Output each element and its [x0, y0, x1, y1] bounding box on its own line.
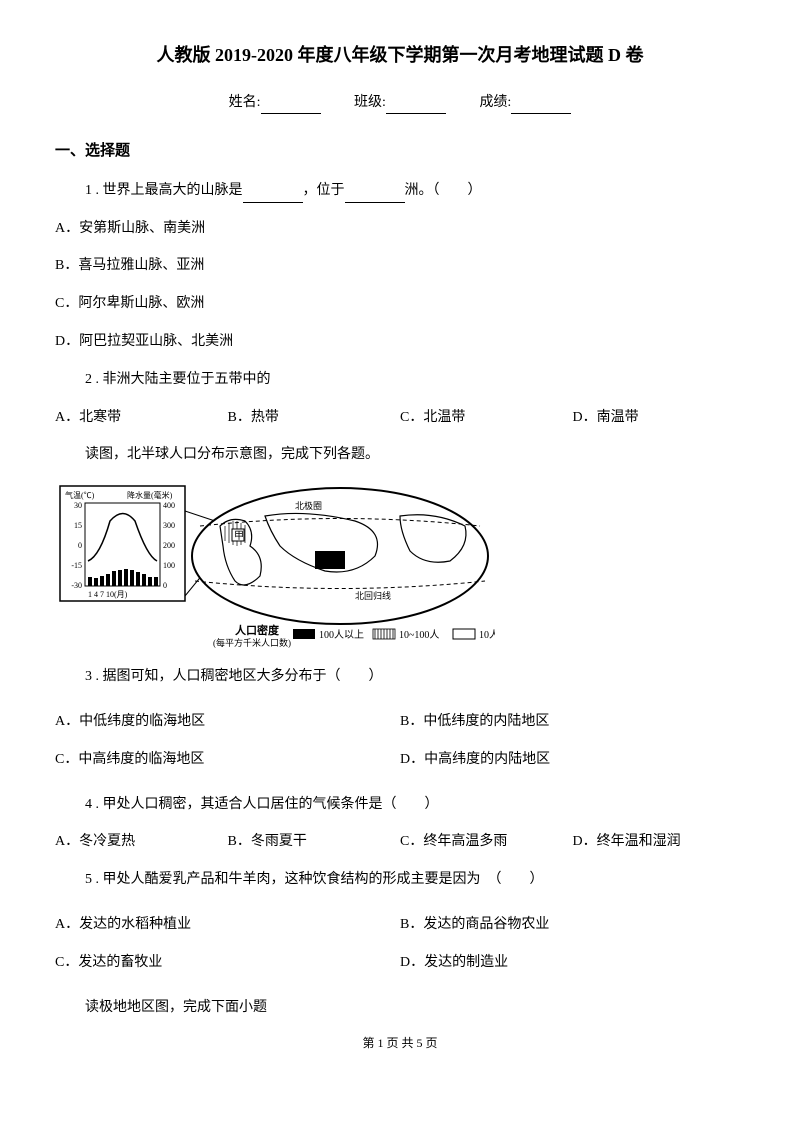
last-paragraph: 读极地地区图，完成下面小题 [85, 996, 745, 1020]
q2-opt-c: C．北温带 [400, 406, 573, 430]
svg-text:甲: 甲 [234, 531, 244, 542]
q4-opt-b: B．冬雨夏干 [228, 830, 401, 854]
q1-options: A．安第斯山脉、南美洲 B．喜马拉雅山脉、亚洲 C．阿尔卑斯山脉、欧洲 D．阿巴… [55, 217, 745, 354]
q4-opt-d: D．终年温和湿润 [573, 830, 746, 854]
q4-opt-c: C．终年高温多雨 [400, 830, 573, 854]
q3-opt-d: D．中高纬度的内陆地区 [400, 748, 745, 772]
score-field: 成绩: [479, 91, 571, 115]
q5-opt-d: D．发达的制造业 [400, 951, 745, 975]
svg-text:10~100人: 10~100人 [399, 629, 439, 641]
q1-text-c: 洲。（ ） [405, 183, 482, 198]
q1-opt-b: B．喜马拉雅山脉、亚洲 [55, 254, 745, 278]
q5-opt-a: A．发达的水稻种植业 [55, 913, 400, 937]
svg-text:30: 30 [74, 501, 82, 510]
q4-options: A．冬冷夏热 B．冬雨夏干 C．终年高温多雨 D．终年温和湿润 [55, 830, 745, 854]
q2-options: A．北寒带 B．热带 C．北温带 D．南温带 [55, 406, 745, 430]
q1-blank1 [243, 189, 303, 203]
svg-text:15: 15 [74, 521, 82, 530]
svg-text:100: 100 [163, 561, 175, 570]
temp-label: 气温(℃) [65, 490, 95, 500]
q2-opt-a: A．北寒带 [55, 406, 228, 430]
figure-intro: 读图，北半球人口分布示意图，完成下列各题。 [85, 443, 745, 467]
svg-text:200: 200 [163, 541, 175, 550]
question-2: 2 . 非洲大陆主要位于五带中的 [85, 368, 745, 392]
svg-text:-15: -15 [71, 561, 82, 570]
figure-svg: 气温(℃) 降水量(毫米) 30 15 0 -15 -30 400 300 20… [55, 481, 495, 651]
svg-text:400: 400 [163, 501, 175, 510]
q1-opt-d: D．阿巴拉契亚山脉、北美洲 [55, 330, 745, 354]
q5-opt-c: C．发达的畜牧业 [55, 951, 400, 975]
q1-opt-a: A．安第斯山脉、南美洲 [55, 217, 745, 241]
q3-opt-b: B．中低纬度的内陆地区 [400, 710, 745, 734]
svg-text:(每平方千米人口数): (每平方千米人口数) [213, 637, 291, 648]
svg-text:0: 0 [163, 581, 167, 590]
name-blank [261, 113, 321, 114]
svg-text:100人以上: 100人以上 [319, 629, 364, 641]
population-figure: 气温(℃) 降水量(毫米) 30 15 0 -15 -30 400 300 20… [55, 481, 745, 651]
q1-opt-c: C．阿尔卑斯山脉、欧洲 [55, 292, 745, 316]
q5-opt-b: B．发达的商品谷物农业 [400, 913, 745, 937]
q1-text-b: ，位于 [303, 183, 345, 198]
svg-text:300: 300 [163, 521, 175, 530]
name-label: 姓名: [229, 95, 261, 110]
section-heading: 一、选择题 [55, 139, 745, 165]
q4-opt-a: A．冬冷夏热 [55, 830, 228, 854]
q1-text-a: 1 . 世界上最高大的山脉是 [85, 183, 243, 198]
student-info: 姓名: 班级: 成绩: [55, 91, 745, 115]
class-label: 班级: [354, 95, 386, 110]
q2-opt-d: D．南温带 [573, 406, 746, 430]
q3-options: A．中低纬度的临海地区 B．中低纬度的内陆地区 C．中高纬度的临海地区 D．中高… [55, 703, 745, 779]
svg-text:人口密度: 人口密度 [235, 623, 280, 637]
question-5: 5 . 甲处人酷爱乳产品和牛羊肉，这种饮食结构的形成主要是因为 （ ） [85, 868, 745, 892]
svg-text:0: 0 [78, 541, 82, 550]
question-3: 3 . 据图可知，人口稠密地区大多分布于（ ） [85, 665, 745, 689]
q3-opt-a: A．中低纬度的临海地区 [55, 710, 400, 734]
name-field: 姓名: [229, 91, 321, 115]
page-title: 人教版 2019-2020 年度八年级下学期第一次月考地理试题 D 卷 [55, 40, 745, 71]
class-blank [386, 113, 446, 114]
class-field: 班级: [354, 91, 446, 115]
svg-text:-30: -30 [71, 581, 82, 590]
svg-text:北回归线: 北回归线 [355, 590, 391, 601]
score-blank [511, 113, 571, 114]
score-label: 成绩: [479, 95, 511, 110]
question-1: 1 . 世界上最高大的山脉是 ，位于 洲。（ ） [85, 179, 745, 203]
question-4: 4 . 甲处人口稠密，其适合人口居住的气候条件是（ ） [85, 793, 745, 817]
svg-text:1 4 7 10(月): 1 4 7 10(月) [88, 590, 128, 599]
precip-label: 降水量(毫米) [127, 490, 173, 500]
q5-options: A．发达的水稻种植业 B．发达的商品谷物农业 C．发达的畜牧业 D．发达的制造业 [55, 906, 745, 982]
svg-text:10人以下: 10人以下 [479, 629, 495, 641]
q1-blank2 [345, 189, 405, 203]
svg-text:北极圈: 北极圈 [295, 500, 322, 511]
page-footer: 第 1 页 共 5 页 [55, 1033, 745, 1053]
q2-opt-b: B．热带 [228, 406, 401, 430]
q3-opt-c: C．中高纬度的临海地区 [55, 748, 400, 772]
